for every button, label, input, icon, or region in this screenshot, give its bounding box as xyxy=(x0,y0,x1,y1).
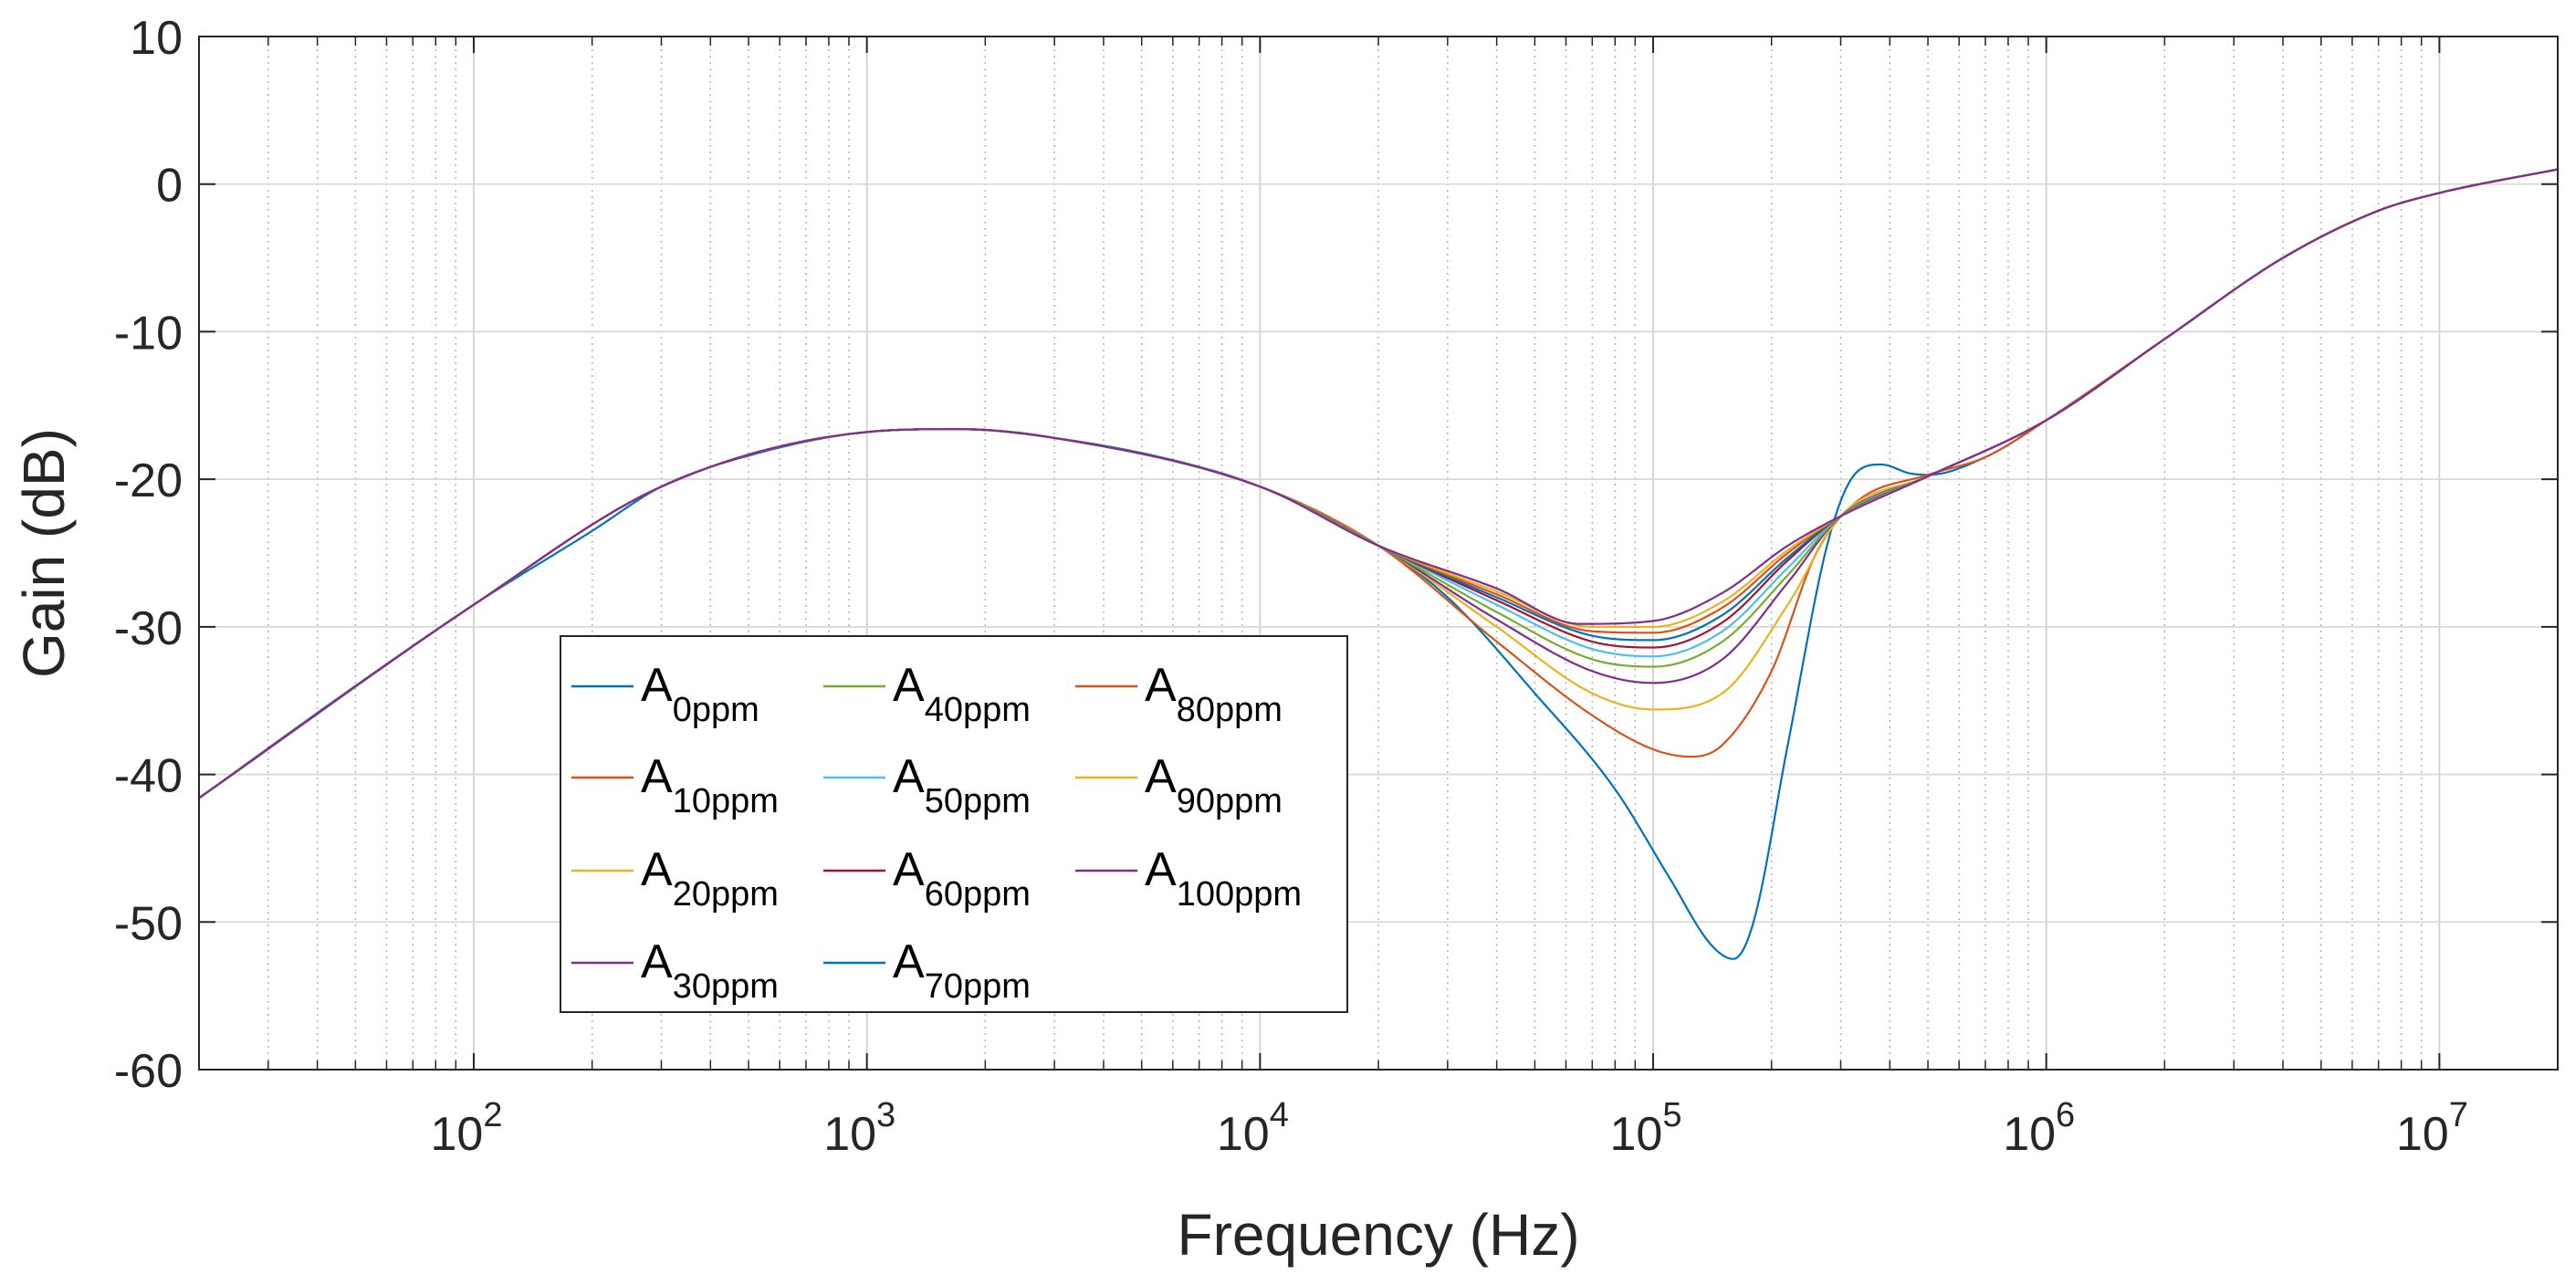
x-tick-label: 106 xyxy=(2003,1096,2075,1161)
x-tick-label: 107 xyxy=(2396,1096,2468,1161)
y-tick-label: -10 xyxy=(114,307,183,360)
legend-label-a80ppm: A80ppm xyxy=(1145,659,1283,729)
legend-label-a30ppm: A30ppm xyxy=(641,935,779,1006)
y-axis-title: Gain (dB) xyxy=(11,428,77,678)
y-tick-label: 10 xyxy=(130,12,183,65)
y-tick-labels: 10 0 -10 -20 -30 -40 -50 -60 xyxy=(114,12,183,1098)
x-axis-title: Frequency (Hz) xyxy=(1178,1202,1580,1268)
legend-label-a60ppm: A60ppm xyxy=(893,843,1031,914)
legend-label-a100ppm: A100ppm xyxy=(1145,843,1302,914)
y-tick-label: -30 xyxy=(114,602,183,655)
legend-label-a0ppm: A0ppm xyxy=(641,659,759,729)
legend-label-a50ppm: A50ppm xyxy=(893,750,1031,820)
legend-label-a70ppm: A70ppm xyxy=(893,935,1031,1006)
x-tick-labels: 102 103 104 105 106 107 xyxy=(431,1096,2468,1161)
legend-label-a10ppm: A10ppm xyxy=(641,750,779,820)
x-tick-label: 103 xyxy=(823,1096,895,1161)
y-tick-label: -20 xyxy=(114,454,183,507)
legend-label-a90ppm: A90ppm xyxy=(1145,750,1283,820)
y-tick-label: -40 xyxy=(114,750,183,803)
y-tick-label: -50 xyxy=(114,897,183,950)
x-tick-label: 104 xyxy=(1217,1096,1289,1161)
y-tick-label: 0 xyxy=(156,160,183,213)
legend-label-a20ppm: A20ppm xyxy=(641,843,779,914)
axis-ticks xyxy=(198,36,2559,1071)
legend: A0ppm A10ppm A20ppm A30ppm A40ppm A50ppm A60pp… xyxy=(560,635,1348,1013)
y-tick-label: -60 xyxy=(114,1045,183,1098)
x-tick-label: 102 xyxy=(431,1096,503,1161)
series-layer xyxy=(198,168,2559,960)
legend-label-a40ppm: A40ppm xyxy=(893,659,1031,729)
legend-box xyxy=(560,635,1348,1013)
x-tick-label: 105 xyxy=(1610,1096,1682,1161)
series-line-a100ppm xyxy=(198,168,2559,799)
